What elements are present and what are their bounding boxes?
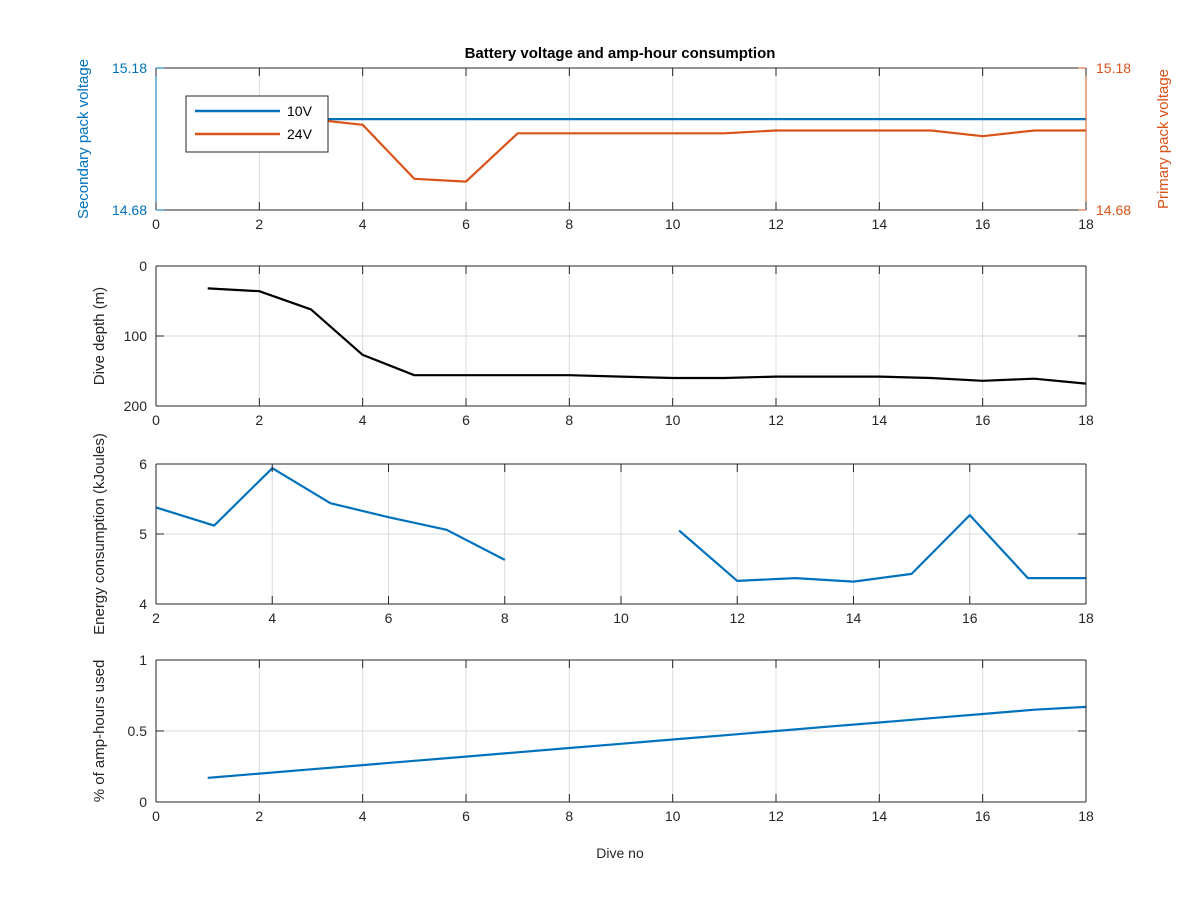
x-tick-label: 16 (962, 610, 978, 626)
x-tick-label: 10 (665, 412, 681, 428)
x-tick-label: 18 (1078, 216, 1094, 232)
x-tick-label: 8 (565, 412, 573, 428)
series-line-1-0 (207, 287, 1087, 385)
y-tick-label: 15.18 (112, 60, 147, 76)
x-tick-label: 8 (565, 216, 573, 232)
x-tick-label: 14 (872, 216, 888, 232)
x-tick-label: 12 (768, 412, 784, 428)
y-tick-label: 6 (139, 456, 147, 472)
x-tick-label: 4 (359, 216, 367, 232)
y-tick-label: 200 (124, 398, 148, 414)
x-tick-label: 18 (1078, 808, 1094, 824)
subplot-voltage: 0 2 4 6 8 10 12 14 16 1814.6815.1814.6815.18Secon… (75, 59, 1172, 232)
y-axis-label: % of amp-hours used (91, 660, 108, 803)
y-tick-label: 0 (139, 258, 147, 274)
y-tick-label: 14.68 (112, 202, 147, 218)
x-tick-label: 2 (255, 216, 263, 232)
figure-title: Battery voltage and amp-hour consumption (465, 45, 776, 62)
x-tick-label: 18 (1078, 412, 1094, 428)
x-tick-label: 18 (1078, 610, 1094, 626)
x-tick-label: 14 (872, 808, 888, 824)
x-tick-label: 4 (359, 412, 367, 428)
legend-label: 10V (287, 103, 313, 119)
legend-box (185, 95, 329, 153)
series-line-24v (207, 118, 1086, 183)
x-tick-label: 4 (268, 610, 276, 626)
subplot-dive-depth: 0 2 4 6 8 10 12 14 16 18 0 100 200 Dive depth (m) (91, 258, 1094, 428)
x-tick-label: 6 (385, 610, 393, 626)
subplot-amp-hours: 0 2 4 6 8 10 12 14 16 18 0 0.5 1 % of amp-hours used (91, 652, 1094, 824)
x-tick-label: 16 (975, 808, 991, 824)
series-line-2-0 (155, 467, 1086, 583)
x-tick-label: 4 (359, 808, 367, 824)
x-tick-label: 6 (462, 216, 470, 232)
y-axis-label: Secondary pack voltage (75, 59, 92, 219)
x-tick-label: 0 (152, 412, 160, 428)
x-tick-label: 16 (975, 216, 991, 232)
y-tick-label: 0 (139, 794, 147, 810)
x-tick-label: 8 (565, 808, 573, 824)
x-tick-label: 12 (768, 808, 784, 824)
x-tick-label: 0 (152, 808, 160, 824)
y-tick-label: 4 (139, 596, 147, 612)
x-tick-label: 12 (729, 610, 745, 626)
y-tick-label: 100 (124, 328, 148, 344)
figure-xlabel: Dive no (596, 845, 644, 861)
y-tick-label: 1 (139, 652, 147, 668)
x-tick-label: 14 (846, 610, 862, 626)
series-line-3-0 (207, 705, 1087, 779)
x-tick-label: 6 (462, 412, 470, 428)
x-tick-label: 0 (152, 216, 160, 232)
x-tick-label: 8 (501, 610, 509, 626)
x-tick-label: 2 (255, 808, 263, 824)
y-tick-label-right: 15.18 (1096, 60, 1131, 76)
y-tick-label-right: 14.68 (1096, 202, 1131, 218)
x-tick-label: 10 (665, 216, 681, 232)
x-tick-label: 12 (768, 216, 784, 232)
x-tick-label: 2 (255, 412, 263, 428)
y-axis-label: Dive depth (m) (91, 287, 108, 385)
x-tick-label: 16 (975, 412, 991, 428)
x-tick-label: 14 (872, 412, 888, 428)
x-tick-label: 10 (665, 808, 681, 824)
x-tick-label: 10 (613, 610, 629, 626)
legend-label: 24V (287, 126, 313, 142)
y-axis-label-right: Primary pack voltage (1155, 69, 1172, 209)
y-tick-label: 0.5 (128, 723, 148, 739)
x-tick-label: 2 (152, 610, 160, 626)
y-axis-label: Energy consumption (kJoules) (91, 433, 108, 635)
y-tick-label: 5 (139, 526, 147, 542)
x-tick-label: 6 (462, 808, 470, 824)
